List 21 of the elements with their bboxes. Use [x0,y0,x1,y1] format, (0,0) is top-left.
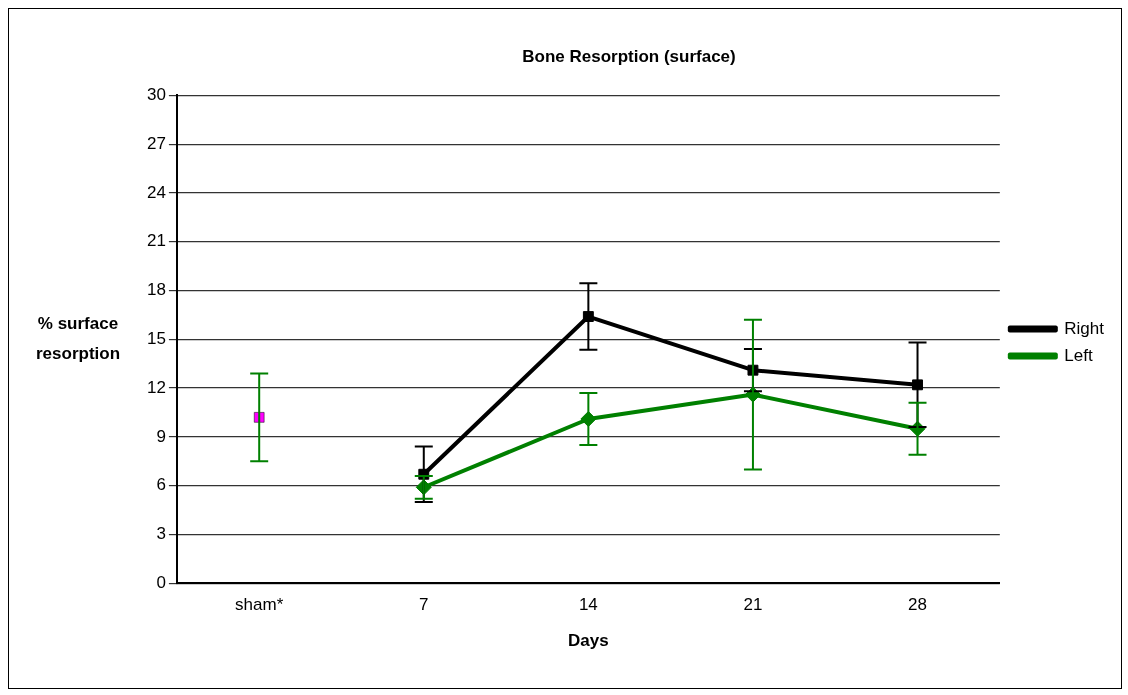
y-tick-label: 30 [146,85,166,105]
y-tick-label: 3 [156,524,166,544]
y-tick-label: 21 [146,231,166,251]
y-tick-label: 24 [146,182,166,202]
chart-title: Bone Resorption (surface) [522,46,736,66]
y-axis-title: % surface resorption [34,313,122,365]
legend-label: Right [1064,318,1105,338]
x-tick-label: sham* [235,595,284,615]
y-tick-label: 15 [146,328,166,348]
x-tick-label: 21 [743,595,763,615]
y-tick-label: 27 [146,133,166,153]
y-tick-label: 12 [146,377,166,397]
x-axis-title: Days [568,631,609,651]
x-tick-label: 28 [908,595,927,615]
y-tick-label: 6 [156,475,166,495]
y-tick-label: 0 [156,572,166,592]
y-tick-label: 9 [156,426,166,446]
y-tick-label: 18 [146,280,166,300]
legend-label: Left [1064,345,1093,365]
x-tick-label: 14 [578,595,598,615]
x-tick-label: 7 [419,595,429,615]
